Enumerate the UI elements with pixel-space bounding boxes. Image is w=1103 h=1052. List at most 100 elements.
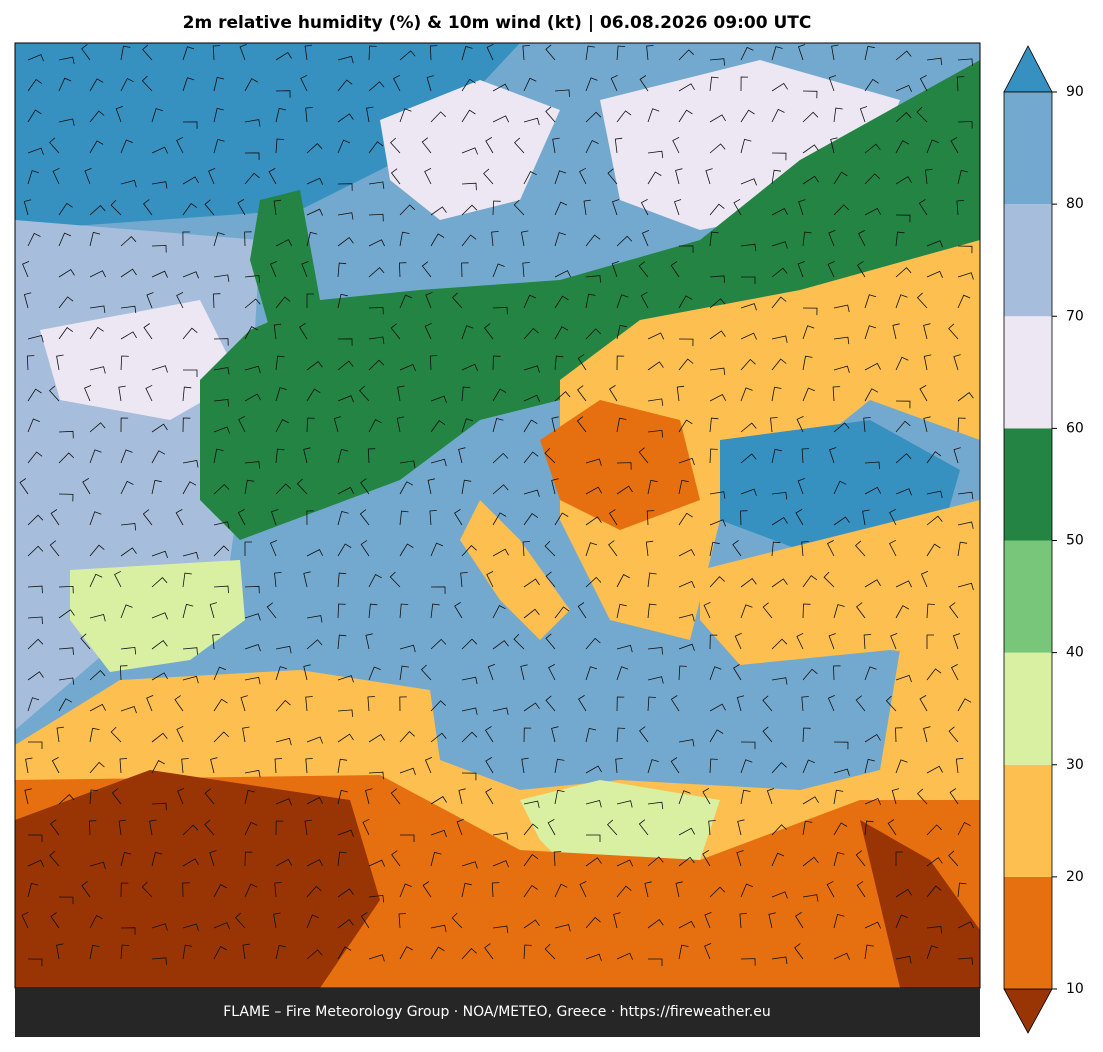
wind-barb [49,137,60,154]
wind-barb [306,615,323,623]
colorbar-tick-label: 60 [1066,420,1084,436]
wind-barb [399,603,409,619]
wind-barb [709,367,726,376]
wind-barb [273,912,281,929]
colorbar-segment [1004,428,1052,541]
wind-barb [337,293,348,309]
wind-barb [213,338,229,346]
wind-barb [204,199,215,216]
wind-barb [864,143,881,154]
wind-barb [492,707,509,715]
wind-barb [399,294,412,309]
wind-barb [955,757,964,774]
wind-barb [89,270,106,278]
wind-barb [120,45,131,61]
wind-barb [362,818,370,836]
wind-barb [647,150,664,159]
wind-barb [522,45,530,61]
wind-barb [608,540,618,557]
colorbar-segment [1004,92,1052,205]
wind-barb [182,231,190,247]
wind-barb [585,727,597,743]
colorbar-tick-label: 90 [1066,84,1084,100]
wind-barb [368,267,385,278]
wind-barb [895,420,911,433]
wind-barb [827,695,835,712]
wind-barb [740,789,751,805]
wind-barb [678,83,695,92]
wind-barb [244,119,261,127]
wind-barb [360,540,370,557]
wind-barb [771,46,783,61]
wind-barb [337,511,349,526]
wind-barb [736,695,745,712]
wind-barb [182,923,199,931]
wind-barb [740,358,756,371]
wind-barb [399,50,416,61]
wind-barb [235,912,246,929]
wind-barb [923,416,931,433]
wind-barb [523,884,538,898]
wind-barb [647,572,657,588]
wind-barb [213,545,230,557]
wind-barb [461,182,477,191]
wind-barb [833,107,843,123]
wind-barb [365,788,373,805]
wind-barb [678,920,696,929]
wind-barb [802,856,819,867]
wind-barb [646,45,654,61]
wind-barb [492,452,509,464]
wind-barb [762,695,773,712]
wind-barb [926,490,943,498]
wind-barb [833,480,847,495]
wind-barb [177,788,185,805]
wind-barb [337,212,354,220]
wind-barb [56,726,64,743]
wind-barb [523,702,540,712]
wind-barb [213,946,227,960]
wind-barb [399,946,413,960]
wind-barb [365,633,373,650]
wind-barb [926,270,943,278]
wind-barb [58,677,75,685]
wind-barb [28,741,43,749]
wind-barb [833,422,850,433]
wind-barb [337,113,354,123]
wind-barb [638,819,649,836]
wind-barb [275,239,293,247]
wind-barb [58,118,75,126]
wind-barb [244,851,253,867]
wind-barb [611,261,620,278]
wind-barb [926,603,935,619]
sahara-driest [15,770,380,988]
wind-barb [27,388,42,402]
wind-barb [828,633,836,650]
wind-barb [333,416,342,433]
wind-barb [513,633,525,650]
wind-barb [554,606,570,619]
wind-barb [740,243,757,252]
wind-barb [360,478,370,495]
wind-barb [213,731,230,743]
wind-barb [244,883,258,898]
wind-barb [585,111,602,123]
wind-barb [209,850,217,867]
wind-barb [885,695,897,712]
wind-barb [213,521,230,529]
wind-barb [49,385,60,402]
wind-barb [957,821,971,836]
wind-barb [833,304,850,312]
footer-bar [15,988,980,1037]
wind-barb [895,888,912,898]
wind-barb [244,365,261,374]
wind-barb [523,77,537,92]
wind-barb [483,168,494,185]
wind-barb [709,203,725,216]
wind-barb [244,461,260,469]
wind-barb [306,639,323,650]
colorbar-tick-label: 50 [1066,533,1084,549]
wind-barb [895,488,912,496]
wind-barb [554,201,568,216]
wind-barb [244,275,261,283]
wind-barb [120,449,133,464]
